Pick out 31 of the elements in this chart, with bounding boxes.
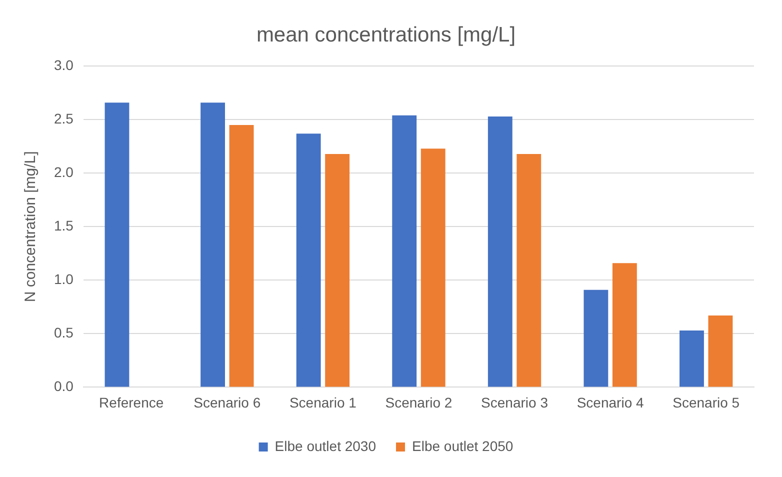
bar xyxy=(488,116,512,387)
bar xyxy=(296,134,321,387)
legend-label: Elbe outlet 2050 xyxy=(412,438,514,454)
x-tick-label: Scenario 5 xyxy=(672,394,740,410)
bar xyxy=(200,102,225,387)
x-tick-label: Scenario 4 xyxy=(576,394,644,410)
x-tick-label: Scenario 3 xyxy=(481,394,548,410)
y-tick-label: 3.0 xyxy=(54,57,74,74)
y-tick-label: 1.0 xyxy=(54,271,74,288)
bar xyxy=(612,263,637,387)
y-axis-title: N concentration [mg/L] xyxy=(22,151,40,302)
x-tick-label: Scenario 1 xyxy=(289,394,357,410)
x-tick-label: Scenario 2 xyxy=(385,394,452,410)
bar xyxy=(104,102,130,387)
bar xyxy=(229,125,254,387)
y-tick-label: 1.5 xyxy=(54,218,74,234)
legend-label: Elbe outlet 2030 xyxy=(274,438,376,454)
chart-title: mean concentrations [mg/L] xyxy=(256,23,516,46)
bar xyxy=(584,290,608,387)
bar xyxy=(420,148,446,387)
x-tick-label: Scenario 6 xyxy=(194,394,261,410)
bar xyxy=(325,154,350,387)
x-tick-label: Reference xyxy=(99,394,164,410)
y-tick-label: 2.5 xyxy=(54,110,74,127)
y-tick-label: 2.0 xyxy=(54,164,74,180)
bar xyxy=(680,330,704,387)
y-tick-label: 0.0 xyxy=(54,378,74,394)
bar xyxy=(392,115,417,387)
y-tick-label: 0.5 xyxy=(54,324,74,341)
bar xyxy=(516,154,542,387)
bar xyxy=(708,316,733,387)
